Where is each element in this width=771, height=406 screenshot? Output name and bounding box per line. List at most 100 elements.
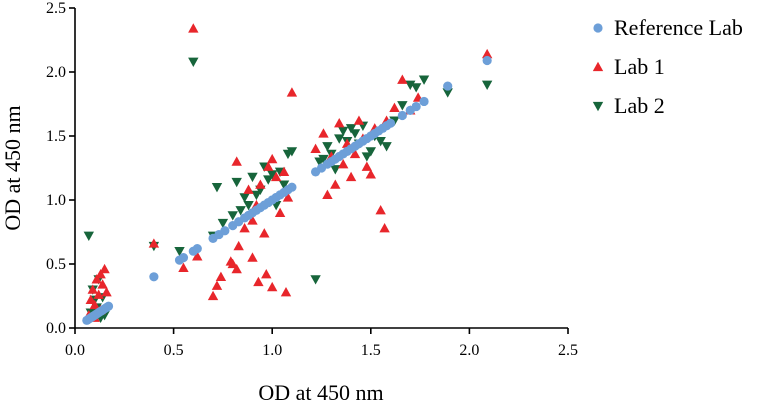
data-point: [91, 274, 102, 284]
tick-labels: 0.0 0.5 1.0 1.5 2.0 2.5 0.0 0.5 1.0 1.5 2.0 2.5: [46, 0, 578, 359]
data-point: [419, 96, 429, 107]
data-point: [481, 80, 493, 90]
series-reference-lab: [82, 55, 492, 325]
data-point: [231, 263, 242, 274]
data-point: [286, 87, 298, 97]
x-tick-label: 2.0: [459, 342, 479, 359]
data-point: [375, 136, 386, 147]
data-point: [322, 189, 333, 200]
data-point: [188, 23, 199, 33]
legend-label: Lab 1: [614, 54, 665, 79]
data-point: [211, 183, 223, 193]
y-tick-label: 2.5: [46, 0, 66, 17]
data-point: [211, 280, 223, 290]
y-tick-label: 1.0: [46, 192, 66, 209]
data-point: [287, 182, 297, 192]
data-point: [93, 289, 104, 299]
y-tick-label: 0.5: [46, 256, 66, 273]
data-point: [345, 124, 357, 134]
data-point: [255, 179, 266, 189]
data-point: [310, 275, 321, 285]
x-tick-label: 0.5: [164, 342, 184, 359]
data-point: [95, 269, 106, 279]
x-tick-label: 2.5: [558, 342, 578, 359]
data-point: [337, 126, 349, 137]
axes: [69, 7, 569, 334]
data-point: [267, 170, 278, 180]
data-point: [443, 81, 453, 91]
data-point: [330, 165, 341, 175]
data-point: [330, 179, 341, 189]
legend: Reference Lab Lab 1 Lab 2: [592, 15, 743, 118]
x-tick-label: 1.5: [361, 342, 381, 359]
data-point: [334, 118, 345, 128]
y-tick-label: 0.0: [46, 320, 66, 337]
data-point: [442, 88, 453, 98]
data-point: [174, 247, 185, 257]
data-point: [235, 206, 246, 216]
data-point: [411, 101, 421, 112]
data-point: [188, 57, 199, 67]
data-point: [259, 228, 270, 238]
data-point: [361, 152, 373, 162]
data-point: [318, 128, 329, 138]
y-axis-title: OD at 450 nm: [0, 105, 25, 230]
data-point: [310, 143, 321, 153]
data-point: [178, 253, 189, 263]
data-point: [381, 142, 392, 152]
data-point: [207, 290, 219, 301]
data-point: [251, 190, 262, 201]
data-point: [482, 55, 492, 66]
data-point: [261, 269, 272, 279]
data-point: [318, 154, 329, 165]
data-point: [375, 205, 386, 215]
data-point: [247, 172, 258, 183]
data-point: [286, 147, 298, 157]
data-point: [178, 262, 189, 272]
data-point: [345, 171, 357, 182]
data-point: [243, 184, 254, 194]
data-point: [227, 211, 238, 221]
data-point: [282, 192, 294, 202]
data-point: [267, 281, 278, 292]
legend-marker: [592, 101, 604, 112]
data-point: [365, 169, 376, 179]
legend-marker: [592, 61, 604, 72]
data-point: [217, 218, 229, 229]
data-point: [231, 177, 242, 188]
data-point: [192, 251, 203, 261]
legend-item: Lab 2: [592, 93, 665, 118]
data-point: [270, 171, 282, 182]
data-point: [89, 299, 100, 310]
x-axis-title: OD at 450 nm: [258, 380, 383, 405]
y-tick-label: 1.5: [46, 128, 66, 145]
data-point: [149, 272, 159, 282]
x-tick-label: 0.0: [65, 342, 85, 359]
data-point: [322, 142, 333, 152]
data-point: [397, 110, 407, 121]
data-point: [385, 118, 396, 128]
data-point: [334, 134, 345, 144]
legend-item: Lab 1: [592, 54, 665, 79]
data-point: [410, 83, 422, 93]
data-point: [361, 161, 373, 171]
data-point: [87, 284, 98, 294]
data-point: [233, 240, 244, 251]
legend-marker: [593, 23, 603, 33]
data-point: [239, 222, 250, 233]
data-point: [253, 276, 264, 287]
data-point: [215, 271, 227, 281]
data-point: [481, 48, 493, 59]
data-point: [278, 180, 290, 190]
data-point: [349, 148, 361, 159]
data-point: [353, 115, 365, 125]
legend-item: Reference Lab: [593, 15, 743, 40]
data-point: [418, 75, 430, 85]
data-point: [405, 80, 416, 90]
x-tick-label: 1.0: [262, 342, 282, 359]
data-point: [220, 226, 230, 236]
data-point: [274, 207, 286, 217]
data-point: [243, 200, 254, 211]
series-lab-1: [83, 23, 493, 322]
